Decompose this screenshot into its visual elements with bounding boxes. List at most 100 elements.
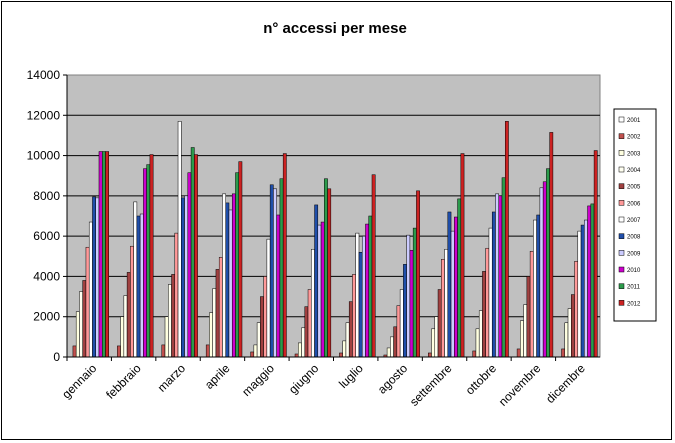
bar-2009-aprile [228, 209, 233, 358]
x-tick-label: marzo [155, 361, 189, 395]
bar-2004-gennaio [79, 291, 83, 358]
bar-2008-gennaio [92, 196, 96, 358]
bar-2006-dicembre [574, 261, 579, 358]
bar-2005-agosto [393, 326, 398, 358]
bar-2010-dicembre [587, 205, 592, 358]
bar-2008-marzo [181, 197, 185, 358]
bar-2009-novembre [539, 187, 544, 358]
legend-swatch [618, 150, 625, 156]
bar-2003-luglio [342, 340, 347, 358]
bar-2011-marzo [190, 147, 195, 358]
legend-label: 2003 [627, 151, 641, 157]
bar-2003-dicembre [564, 322, 569, 358]
legend-label: 2008 [627, 235, 641, 241]
legend-swatch [618, 133, 625, 139]
bar-2006-giugno [307, 289, 312, 358]
y-tick-label: 8000 [33, 189, 60, 203]
bar-2010-giugno [320, 221, 325, 358]
bar-2004-settembre [434, 316, 439, 358]
legend-label: 2011 [627, 285, 641, 291]
bar-2011-aprile [235, 172, 240, 358]
bar-2010-aprile [231, 193, 236, 358]
legend-swatch [618, 250, 625, 256]
bar-2002-gennaio [72, 345, 77, 358]
bar-2004-agosto [390, 336, 394, 358]
bar-2007-luglio [355, 232, 360, 358]
bar-2005-aprile [215, 269, 220, 358]
bar-2006-gennaio [85, 246, 90, 358]
bar-2009-settembre [450, 230, 455, 358]
bar-2005-giugno [304, 306, 309, 358]
bar-2003-ottobre [475, 328, 480, 358]
bar-2005-settembre [437, 289, 442, 358]
bar-2012-maggio [282, 153, 287, 358]
bar-2012-gennaio [105, 151, 109, 358]
bar-2003-aprile [209, 312, 213, 358]
bar-2006-maggio [263, 276, 268, 358]
bar-2004-aprile [212, 288, 217, 358]
bar-2010-marzo [187, 172, 192, 358]
bar-2012-aprile [238, 161, 243, 358]
bar-2012-novembre [549, 132, 554, 358]
bar-2008-ottobre [491, 211, 496, 358]
legend-label: 2009 [627, 251, 641, 257]
x-tick-label: dicembre [543, 361, 588, 406]
bar-2010-febbraio [143, 168, 147, 358]
bar-2007-ottobre [488, 227, 493, 358]
bar-2011-dicembre [590, 203, 595, 358]
bar-2007-giugno [311, 248, 315, 358]
bar-2005-luglio [348, 301, 353, 358]
bar-2005-dicembre [571, 294, 575, 358]
y-tick-label: 2000 [33, 310, 60, 324]
bar-2010-luglio [365, 223, 369, 358]
bar-2005-gennaio [82, 280, 87, 358]
bar-2004-novembre [523, 304, 528, 358]
bar-2005-novembre [526, 276, 531, 358]
bar-2011-ottobre [501, 177, 506, 358]
bar-2010-gennaio [98, 151, 103, 358]
y-tick-label: 0 [53, 350, 60, 364]
bar-2007-marzo [177, 121, 182, 358]
bar-2009-giugno [317, 224, 322, 358]
legend-swatch [618, 183, 625, 189]
bar-2002-maggio [250, 351, 255, 358]
bar-2008-dicembre [580, 224, 585, 358]
bar-2010-maggio [276, 214, 281, 358]
bar-2009-ottobre [495, 193, 499, 358]
bar-2006-marzo [174, 232, 179, 358]
bar-2003-febbraio [120, 316, 125, 358]
x-axis: gennaio febbraio marzo aprile maggio giugno lu… [59, 356, 600, 409]
bar-2011-agosto [412, 227, 417, 358]
legend-label: 2005 [627, 185, 641, 191]
bar-2012-agosto [416, 190, 420, 358]
bar-2002-aprile [205, 344, 210, 358]
legend-label: 2007 [627, 218, 641, 224]
bar-2007-dicembre [577, 230, 582, 358]
bar-2003-gennaio [75, 311, 80, 358]
bar-2002-marzo [161, 344, 166, 358]
bar-2005-ottobre [482, 271, 486, 358]
x-tick-label: gennaio [59, 361, 99, 401]
chart-title: n° accessi per mese [263, 20, 407, 37]
y-tick-label: 14000 [27, 68, 61, 82]
bar-2006-aprile [218, 257, 223, 358]
bar-2003-marzo [164, 316, 169, 358]
bar-2002-ottobre [472, 350, 477, 358]
bar-2005-maggio [260, 296, 264, 358]
bar-2011-maggio [279, 178, 284, 358]
bar-2007-maggio [266, 238, 271, 358]
legend-swatch [618, 216, 625, 223]
bar-2009-dicembre [584, 219, 588, 358]
legend-swatch [618, 166, 625, 173]
y-axis: 0 2000 4000 6000 8000 10000 12000 14000 [27, 68, 68, 364]
legend-swatch [618, 300, 625, 306]
bar-2011-settembre [457, 198, 462, 358]
bar-2009-maggio [273, 188, 277, 358]
bar-2009-agosto [406, 234, 411, 358]
bar-2008-agosto [403, 264, 407, 358]
bar-2010-novembre [542, 181, 547, 358]
y-tick-label: 12000 [27, 108, 61, 122]
x-tick-label: ottobre [463, 361, 500, 398]
bar-2008-settembre [447, 211, 452, 358]
bar-2004-febbraio [123, 295, 128, 358]
